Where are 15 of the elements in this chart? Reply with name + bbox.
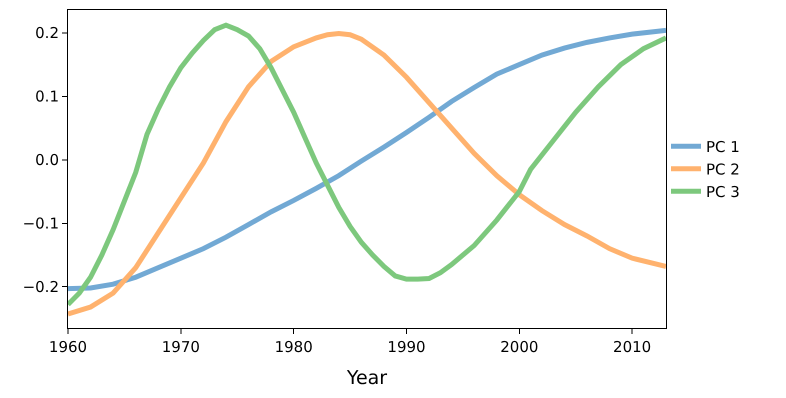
legend-label: PC 2 xyxy=(706,160,740,179)
x-tick-label: 1980 xyxy=(274,338,313,356)
y-tick-label: 0.0 xyxy=(35,151,59,170)
y-tick-label: −0.2 xyxy=(22,278,59,296)
y-tick-label: −0.1 xyxy=(22,214,59,233)
x-tick-label: 2010 xyxy=(613,338,652,356)
x-tick-label: 2000 xyxy=(500,338,538,356)
x-tick-label: 1970 xyxy=(162,338,200,356)
legend-label: PC 3 xyxy=(706,183,740,202)
legend-label: PC 1 xyxy=(706,138,740,156)
x-tick-label: 1960 xyxy=(48,338,88,356)
y-tick-label: 0.1 xyxy=(35,88,59,106)
x-tick-label: 1990 xyxy=(387,338,426,356)
x-axis-title: Year xyxy=(346,366,388,389)
y-tick-label: 0.2 xyxy=(35,24,59,42)
